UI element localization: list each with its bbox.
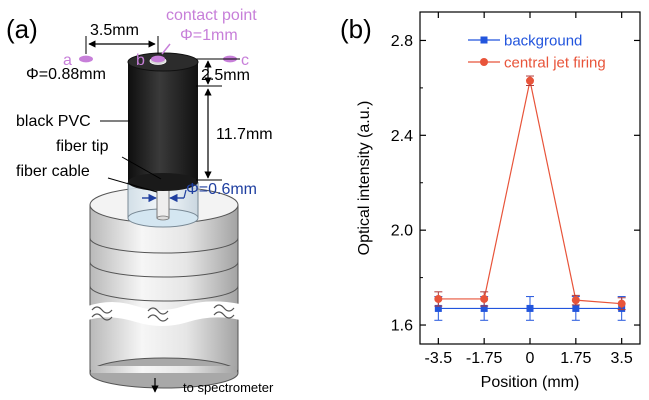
x-tick-label: -3.5: [425, 350, 453, 367]
legend-marker: [480, 36, 488, 44]
data-point: [480, 294, 489, 303]
panel-b-label: (b): [340, 14, 372, 44]
fiber-diameter-annotation: Φ=0.6mm: [142, 181, 257, 203]
data-point: [480, 304, 488, 312]
data-point: [434, 304, 442, 312]
x-axis-label: Position (mm): [481, 374, 580, 391]
data-point: [526, 76, 534, 85]
contact-point-a: [79, 55, 93, 63]
data-point: [434, 294, 443, 303]
legend-marker: [480, 58, 488, 66]
data-point: [617, 299, 626, 308]
y-tick-label: 1.6: [391, 318, 413, 335]
panel-b-chart: (b) 1.6 2.0 2.4 2.8 -3.5 -1.75 0 1.75 3.5 Optic…: [340, 11, 641, 391]
x-tick-label: 3.5: [611, 350, 633, 367]
series-central-jet-firing: [434, 75, 626, 311]
legend-item-central-jet-firing: central jet firing: [468, 55, 606, 72]
y-tick-label: 2.4: [391, 128, 413, 145]
y-tick-label: 2.0: [391, 223, 413, 240]
series-background: [434, 296, 626, 321]
panel-a-schematic: (a): [6, 7, 274, 395]
x-axis: -3.5 -1.75 0 1.75 3.5: [425, 12, 633, 367]
point-c-label: c: [241, 52, 249, 69]
component-labels: black PVC fiber tip fiber cable: [16, 113, 162, 193]
fiber-cable-leader: [107, 177, 158, 193]
spacing-label: 3.5mm: [90, 22, 139, 39]
fiber-tip-leader: [121, 156, 162, 180]
x-tick-label: 1.75: [560, 350, 591, 367]
to-spectrometer-label: to spectrometer: [183, 380, 274, 395]
fiber-diameter-label: Φ=0.6mm: [186, 181, 257, 198]
gap-dimension: 2.5mm: [196, 58, 250, 87]
x-tick-label: -1.75: [466, 350, 503, 367]
y-tick-label: 2.8: [391, 33, 413, 50]
series-layer: [434, 75, 626, 321]
y-axis-label: Optical intensity (a.u.): [356, 101, 373, 256]
fiber-tip-label: fiber tip: [56, 138, 109, 155]
data-point: [572, 304, 580, 312]
contact-point-b: [151, 55, 165, 63]
legend-label: background: [504, 33, 582, 50]
fiber-cable-label: fiber cable: [16, 163, 90, 180]
legend-item-background: background: [468, 33, 582, 50]
contact-diameter-label: Φ=1mm: [180, 27, 238, 44]
length-dimension: 11.7mm: [196, 88, 273, 181]
y-axis: 1.6 2.0 2.4 2.8: [391, 33, 640, 335]
data-point: [526, 304, 534, 312]
series-line-central-jet-firing: [438, 80, 622, 305]
legend-label: central jet firing: [504, 55, 606, 72]
contact-point-label: contact point: [166, 7, 257, 24]
black-pvc-tube: [127, 52, 199, 191]
gap-label: 2.5mm: [201, 67, 250, 84]
spacing-dimension: 3.5mm: [85, 22, 159, 54]
length-label: 11.7mm: [216, 126, 273, 143]
point-a-label: a: [63, 52, 72, 69]
panel-a-label: (a): [6, 14, 38, 44]
contact-point-annotation: contact point Φ=1mm: [161, 7, 257, 55]
point-b-label: b: [136, 52, 145, 69]
spectrometer-output: to spectrometer: [151, 378, 274, 395]
top-diameter-label: Φ=0.88mm: [26, 66, 106, 83]
legend: background central jet firing: [468, 33, 606, 72]
data-point: [571, 296, 580, 305]
x-tick-label: 0: [526, 350, 535, 367]
holder-cylinder: [88, 186, 240, 389]
black-pvc-label: black PVC: [16, 113, 91, 130]
